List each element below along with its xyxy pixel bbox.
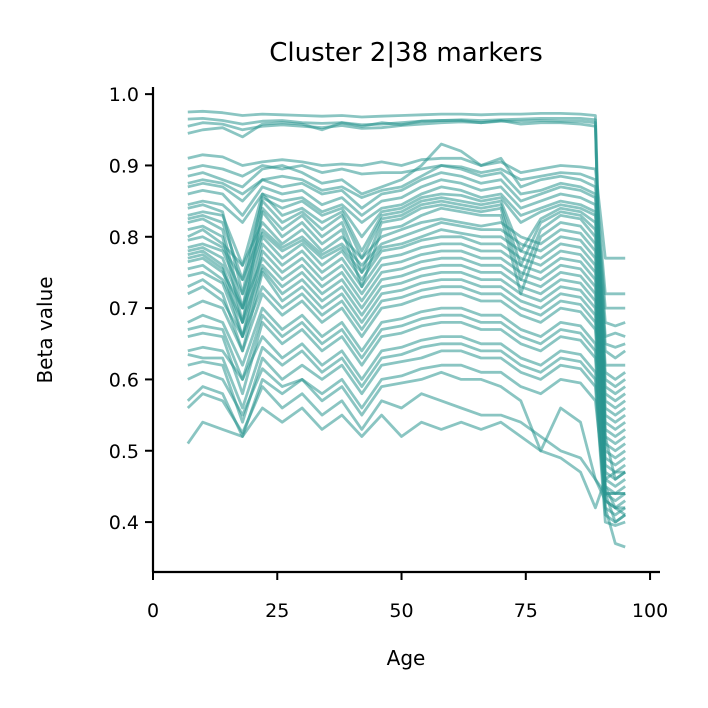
series-line: [187, 285, 627, 481]
series-line: [187, 267, 627, 467]
x-tick-label: 75: [514, 600, 538, 622]
series-line: [187, 349, 626, 527]
x-tick-label: 50: [389, 600, 413, 622]
series-line: [186, 406, 626, 510]
series-line: [186, 385, 626, 495]
x-ticks: 0 25 50 75 100: [147, 572, 668, 622]
series-line: [187, 109, 627, 481]
series-line: [187, 263, 627, 460]
series-line: [187, 292, 627, 488]
series-line: [187, 153, 626, 260]
series-line: [187, 320, 627, 510]
series-line: [187, 335, 627, 517]
series-line: [187, 178, 626, 349]
series-line: [187, 119, 627, 524]
series-line: [187, 171, 626, 339]
series-line: [187, 142, 626, 310]
y-tick-label: 0.7: [109, 298, 139, 320]
y-tick-label: 0.5: [109, 441, 139, 463]
series-line: [187, 235, 627, 431]
series-line: [187, 203, 627, 396]
y-tick-label: 1.0: [109, 84, 139, 106]
series-line: [187, 217, 627, 410]
x-axis-label: Age: [387, 646, 426, 670]
series-line: [187, 306, 627, 495]
series-line: [186, 370, 626, 510]
series-line: [187, 206, 627, 403]
series-line: [187, 313, 627, 503]
series-line: [187, 199, 627, 389]
x-tick-label: 100: [632, 600, 668, 622]
y-axis-label: Beta value: [33, 276, 57, 383]
series-line: [187, 256, 627, 453]
series-line: [187, 242, 627, 438]
y-tick-label: 0.4: [109, 512, 139, 534]
x-tick-label: 0: [147, 600, 159, 622]
y-tick-label: 0.6: [109, 369, 139, 391]
series-line: [187, 270, 627, 474]
x-tick-label: 25: [265, 600, 289, 622]
series-line: [187, 221, 627, 417]
series-line: [187, 363, 626, 495]
y-tick-label: 0.9: [109, 155, 139, 177]
y-tick-label: 0.8: [109, 227, 139, 249]
series-line: [187, 342, 627, 524]
series-line: [187, 249, 627, 446]
series-line: [187, 192, 627, 381]
y-ticks: 0.4 0.5 0.6 0.7 0.8 0.9 1.0: [109, 84, 153, 534]
series-line: [187, 228, 627, 424]
series-line: [187, 164, 626, 296]
chart-title: Cluster 2|38 markers: [269, 38, 543, 68]
series-layer: [186, 109, 627, 549]
series-line: [187, 119, 627, 517]
